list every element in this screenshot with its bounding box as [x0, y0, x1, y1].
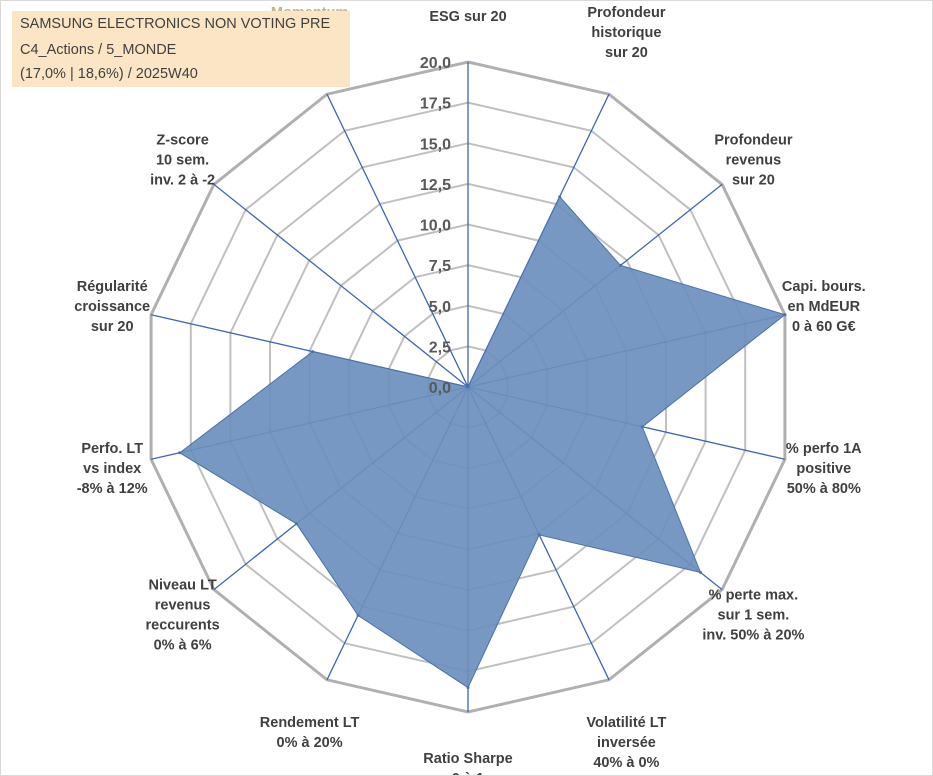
data-point-6: [699, 570, 702, 574]
axis-label-line: inversée: [597, 735, 656, 751]
tick-label: 0,0: [429, 380, 451, 397]
axis-label-3: Profondeur revenus sur 20: [714, 132, 792, 188]
axis-label-11: Perfo. LT vs index -8% à 12%: [77, 441, 148, 497]
axis-label-2: Profondeur historique sur 20: [587, 5, 665, 61]
axis-label-line: sur 20: [732, 172, 775, 188]
axis-label-line: inv. 50% à 20%: [702, 628, 804, 644]
axis-label-line: Rendement LT: [260, 715, 360, 731]
chart-title: SAMSUNG ELECTRONICS NON VOTING PRE: [20, 16, 331, 32]
axis-label-line: sur 20: [91, 319, 134, 335]
data-point-9: [356, 613, 360, 617]
tick-label: 2,5: [429, 339, 451, 356]
axis-label-5: % perfo 1A positive 50% à 80%: [786, 441, 862, 497]
axis-label-line: vs index: [83, 461, 141, 477]
data-point-10: [295, 522, 298, 526]
axis-label-line: revenus: [155, 598, 211, 614]
data-point-12: [311, 350, 315, 354]
axis-label-line: -8% à 12%: [77, 481, 148, 497]
axis-label-line: inv. 2 à -2: [150, 172, 215, 188]
axis-label-line: 40% à 0%: [593, 755, 659, 771]
title-box: SAMSUNG ELECTRONICS NON VOTING PRE C4_Ac…: [12, 11, 350, 87]
tick-label: 5,0: [429, 299, 451, 316]
axis-label-line: reccurents: [146, 618, 220, 634]
tick-label: 10,0: [420, 218, 451, 235]
axis-label-6: % perte max. sur 1 sem. inv. 50% à 20%: [702, 588, 804, 644]
axis-labels: Note ESG sur 20 Profondeur historique sur 20…: [74, 1, 865, 775]
axis-label-line: positive: [796, 461, 851, 477]
axis-label-9: Rendement LT 0% à 20%: [260, 715, 360, 751]
tick-label: 12,5: [420, 177, 451, 194]
series-area: [178, 195, 786, 689]
tick-label: 17,5: [420, 96, 451, 113]
axis-label-4: Capi. bours. en MdEUR 0 à 60 G€: [782, 279, 866, 335]
chart-subtitle-performance: (17,0% | 18,6%) / 2025W40: [20, 66, 198, 82]
data-point-5: [640, 425, 644, 429]
axis-label-line: sur 1 sem.: [718, 608, 790, 624]
axis-label-10: Niveau LT revenus reccurents 0% à 6%: [146, 578, 220, 654]
axis-label-line: % perte max.: [709, 588, 798, 604]
axis-label-line: Ratio Sharpe: [423, 751, 512, 767]
axis-label-line: Profondeur: [714, 132, 792, 148]
radar-series: [178, 195, 787, 690]
data-point-14: [466, 385, 470, 389]
axis-label-line: Volatilité LT: [586, 715, 666, 731]
axis-label-line: sur 20: [605, 45, 648, 61]
axis-label-12: Régularité croissance sur 20: [74, 279, 150, 335]
tick-label: 7,5: [429, 258, 451, 275]
axis-label-line: 0 à 60 G€: [792, 319, 856, 335]
spoke-14: [326, 93, 469, 388]
axis-label-7: Volatilité LT inversée 40% à 0%: [586, 715, 666, 771]
data-point-2: [558, 195, 562, 199]
axis-label-8: Ratio Sharpe 0 à 1: [423, 751, 512, 775]
axis-label-line: Perfo. LT: [81, 441, 143, 457]
axis-label-line: croissance: [74, 299, 150, 315]
axis-label-line: Z-score: [156, 132, 208, 148]
axis-label-line: revenus: [726, 152, 782, 168]
data-point-7: [537, 533, 541, 537]
axis-label-line: historique: [591, 25, 661, 41]
data-point-11: [178, 451, 182, 455]
axis-label-line: 10 sem.: [156, 152, 209, 168]
axis-label-line: % perfo 1A: [786, 441, 862, 457]
axis-label-line: 0% à 6%: [154, 638, 212, 654]
axis-label-line: Capi. bours.: [782, 279, 866, 295]
axis-label-13: Z-score 10 sem. inv. 2 à -2: [150, 132, 215, 188]
radial-tick-labels: 0,0 2,5 5,0 7,5 10,0 12,5 15,0 17,5 20,0: [420, 55, 451, 397]
data-point-8: [466, 686, 470, 690]
axis-label-1: Note ESG sur 20: [429, 1, 506, 25]
axis-label-line: Régularité: [77, 279, 148, 295]
tick-label: 15,0: [420, 136, 451, 153]
data-point-3: [619, 263, 622, 267]
axis-label-line: ESG sur 20: [429, 9, 506, 25]
chart-subtitle-category: C4_Actions / 5_MONDE: [20, 42, 177, 58]
axis-label-line: 0 à 1: [452, 771, 484, 775]
axis-label-line: Profondeur: [587, 5, 665, 21]
data-point-4: [783, 313, 787, 317]
spoke-13: [213, 183, 469, 388]
axis-label-line: Niveau LT: [148, 578, 216, 594]
axis-label-line: 0% à 20%: [277, 735, 343, 751]
axis-label-line: Note: [452, 1, 484, 5]
tick-label: 20,0: [420, 55, 451, 72]
axis-label-line: en MdEUR: [788, 299, 861, 315]
axis-label-line: 50% à 80%: [787, 481, 861, 497]
